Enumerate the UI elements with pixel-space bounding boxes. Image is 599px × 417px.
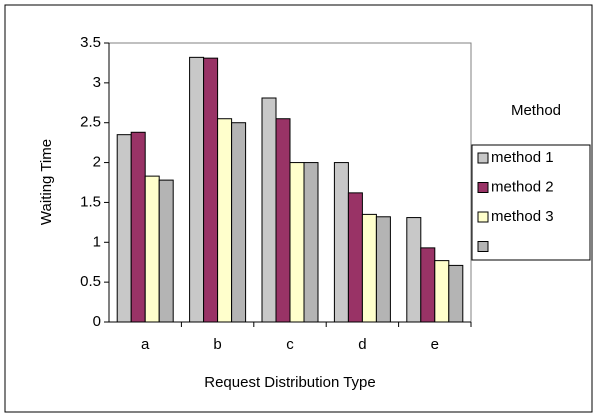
legend-box	[471, 144, 591, 261]
x-tick-label: b	[213, 336, 221, 353]
x-tick-label: e	[431, 336, 439, 353]
bar	[275, 118, 291, 323]
bar	[361, 213, 377, 323]
bar	[420, 247, 436, 323]
bar	[231, 122, 247, 323]
bar	[189, 56, 205, 323]
bar	[333, 162, 349, 323]
y-tick-label: 3.5	[80, 34, 101, 51]
bar	[406, 217, 422, 323]
y-axis-label: Waiting Time	[38, 139, 55, 225]
legend-label: method 3	[491, 208, 554, 225]
bar	[347, 192, 363, 323]
legend-swatch	[477, 211, 489, 223]
bar	[375, 216, 391, 323]
y-tick-label: 3	[93, 74, 101, 91]
legend-swatch	[477, 241, 489, 252]
bar	[144, 175, 160, 323]
bar	[158, 179, 174, 323]
legend-label: method 2	[491, 178, 554, 195]
y-tick-label: 2	[93, 154, 101, 171]
y-tick-label: 1.5	[80, 193, 101, 210]
bar	[217, 118, 233, 323]
legend-swatch	[477, 152, 489, 164]
bar	[434, 260, 450, 323]
x-tick-label: a	[141, 336, 150, 353]
bar	[203, 57, 219, 323]
bar	[448, 264, 464, 323]
x-tick-label: d	[358, 336, 366, 353]
bar	[303, 162, 319, 323]
y-tick-label: 0	[93, 313, 101, 330]
x-axis-label: Request Distribution Type	[204, 374, 375, 391]
bar	[130, 131, 146, 323]
y-tick-label: 0.5	[80, 273, 101, 290]
x-tick-label: c	[286, 336, 294, 353]
legend-label: method 1	[491, 149, 554, 166]
legend-swatch	[477, 182, 489, 193]
bar	[289, 162, 305, 323]
bar	[116, 134, 132, 323]
bar	[261, 97, 277, 323]
legend-title: Method	[511, 102, 561, 119]
y-tick-label: 2.5	[80, 114, 101, 131]
y-tick-label: 1	[93, 233, 101, 250]
